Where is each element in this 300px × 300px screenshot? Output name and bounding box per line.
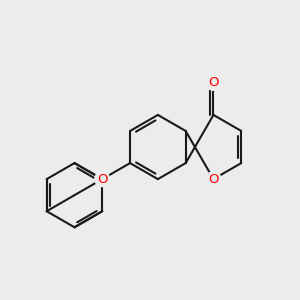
Circle shape — [206, 75, 221, 90]
Circle shape — [206, 172, 221, 187]
Text: O: O — [208, 172, 219, 186]
Text: O: O — [208, 76, 219, 89]
Text: O: O — [97, 172, 107, 186]
Circle shape — [95, 172, 110, 187]
